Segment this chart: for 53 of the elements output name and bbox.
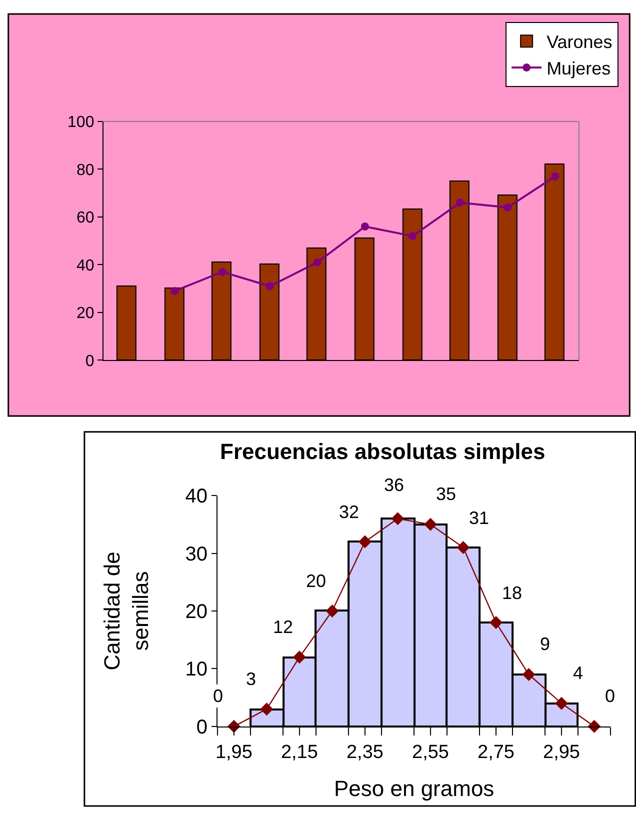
x-tick-label: 2,75 [478,742,514,764]
y-tick-label: 10 [185,658,208,681]
y-tick-label: 100 [68,114,94,132]
point [313,258,322,266]
point [391,512,404,526]
y-tick-label: 20 [185,600,208,623]
x-tick-label: 2,15 [280,742,318,764]
data-label: 0 [605,686,616,706]
point [218,268,226,276]
data-label: 0 [213,686,224,706]
point [358,535,372,548]
point [456,198,464,207]
data-label: 4 [573,663,584,683]
legend-label: Mujeres [546,58,611,79]
point [489,616,502,630]
point [408,232,417,240]
data-label: 20 [306,571,326,591]
point [326,604,339,618]
y-tick-label: 0 [85,352,94,370]
x-axis-title: Peso en gramos [334,776,494,802]
point [456,541,470,554]
data-label: 31 [469,508,490,528]
y-tick-label: 20 [76,305,94,322]
x-tick-label: 1,95 [215,742,252,764]
data-label: 35 [436,484,456,504]
point [360,222,369,231]
point [551,172,560,180]
point [424,518,437,531]
point [170,286,179,295]
y-tick-label: 80 [76,162,94,179]
y-tick-label: 40 [185,486,208,508]
point [292,650,306,664]
x-tick-label: 2,35 [346,742,384,764]
point [555,696,568,710]
chart-title: Frecuencias absolutas simples [220,439,546,464]
x-tick-label: 2,95 [543,742,580,764]
data-label: 9 [540,634,550,654]
legend-label: Varones [546,32,612,52]
data-label: 36 [384,475,404,495]
point [504,203,512,212]
y-tick-label: 30 [185,543,208,566]
y-tick-label: 40 [76,257,94,274]
data-label: 3 [246,669,256,689]
y-tick-label: 60 [76,210,94,227]
y-axis-title: Cantidad de semillas [100,552,154,670]
point [260,702,274,716]
data-label: 32 [339,502,360,522]
point [266,282,274,290]
y-tick-label: 0 [196,716,208,738]
data-label: 12 [273,617,294,637]
point [522,668,536,681]
data-label: 18 [502,583,522,603]
x-tick-label: 2,55 [412,742,449,764]
